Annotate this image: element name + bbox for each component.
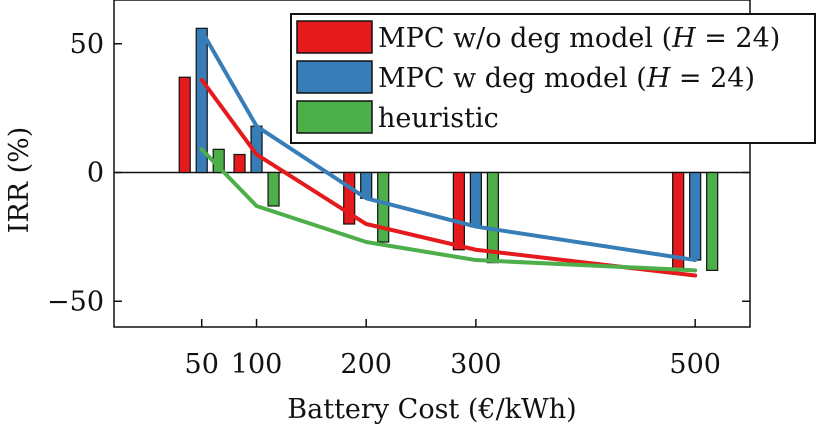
bar <box>195 27 208 174</box>
series-line <box>199 147 698 273</box>
x-tick-label: 50 <box>185 349 219 380</box>
legend-swatch-mpc-wo <box>296 20 373 54</box>
bar <box>233 153 246 174</box>
plot-frame <box>113 0 751 328</box>
legend: MPC w/o deg model (𝐻 = 24) MPC w deg mod… <box>290 13 816 144</box>
series-line <box>199 77 698 278</box>
series-line <box>199 28 698 263</box>
legend-label-heuristic: heuristic <box>378 103 499 134</box>
bar <box>267 171 280 207</box>
y-axis-label: IRR (%) <box>4 127 35 234</box>
x-tick-label: 100 <box>231 349 283 380</box>
y-tick-label: 50 <box>70 29 104 60</box>
bar <box>689 171 702 261</box>
x-tick-label: 300 <box>450 349 502 380</box>
curves <box>199 28 698 278</box>
bar <box>343 171 356 225</box>
x-axis-label: Battery Cost (€/kWh) <box>287 394 576 425</box>
bar <box>486 171 499 264</box>
bar <box>452 171 465 251</box>
legend-swatch-heuristic <box>296 100 373 134</box>
bar <box>706 171 719 271</box>
y-tick-label: −50 <box>47 286 104 317</box>
legend-box <box>290 13 816 144</box>
legend-label-mpc-wo: MPC w/o deg model (𝐻 = 24) <box>378 23 780 54</box>
bar <box>377 171 390 243</box>
x-tick-label: 200 <box>340 349 392 380</box>
y-tick-label: 0 <box>87 158 104 189</box>
legend-swatch-mpc-w <box>296 60 373 94</box>
bar <box>469 171 482 228</box>
x-tick-label: 500 <box>669 349 721 380</box>
bars <box>178 27 719 271</box>
bar <box>178 76 191 174</box>
legend-label-mpc-w: MPC w deg model (𝐻 = 24) <box>378 63 755 94</box>
